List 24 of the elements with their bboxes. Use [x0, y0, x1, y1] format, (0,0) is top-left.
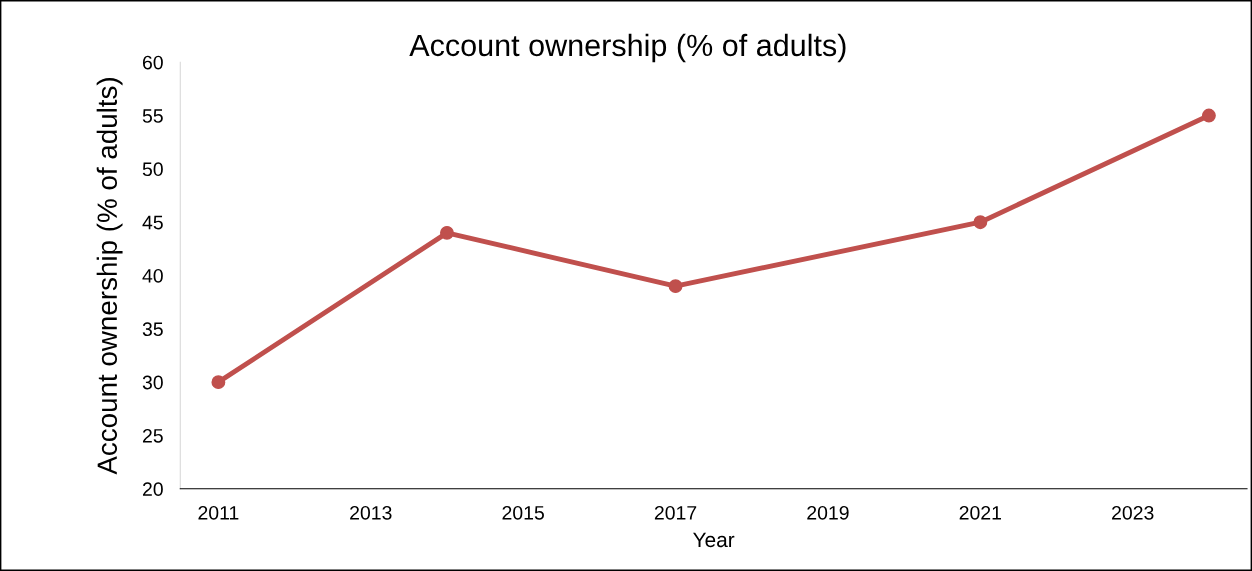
point: [668, 279, 683, 294]
y-tick-label: 30: [142, 375, 163, 390]
y-axis-title: Account ownership (% of adults): [96, 78, 123, 475]
x-axis-title: Year: [693, 532, 735, 548]
y-tick-label: 50: [142, 162, 163, 177]
x-tick-label: 2019: [807, 505, 849, 520]
y-tick-label: 45: [142, 215, 163, 230]
point: [211, 375, 226, 390]
x-tick-label: 2011: [198, 505, 239, 520]
chart-title: Account ownership (% of adults): [409, 33, 846, 63]
x-tick-label: 2021: [959, 505, 1001, 520]
y-tick-label: 20: [142, 482, 163, 497]
point: [440, 225, 454, 240]
y-tick-label: 60: [142, 55, 163, 70]
y-tick-label: 40: [142, 268, 163, 283]
x-tick-label: 2013: [350, 505, 392, 520]
x-tick-label: 2023: [1112, 505, 1154, 520]
y-tick-label: 35: [142, 322, 163, 337]
x-tick-label: 2015: [502, 505, 544, 520]
y-tick-label: 25: [142, 428, 163, 443]
point: [973, 215, 988, 230]
point: [1201, 108, 1216, 123]
x-tick-label: 2017: [654, 505, 697, 520]
y-tick-label: 55: [142, 109, 163, 123]
